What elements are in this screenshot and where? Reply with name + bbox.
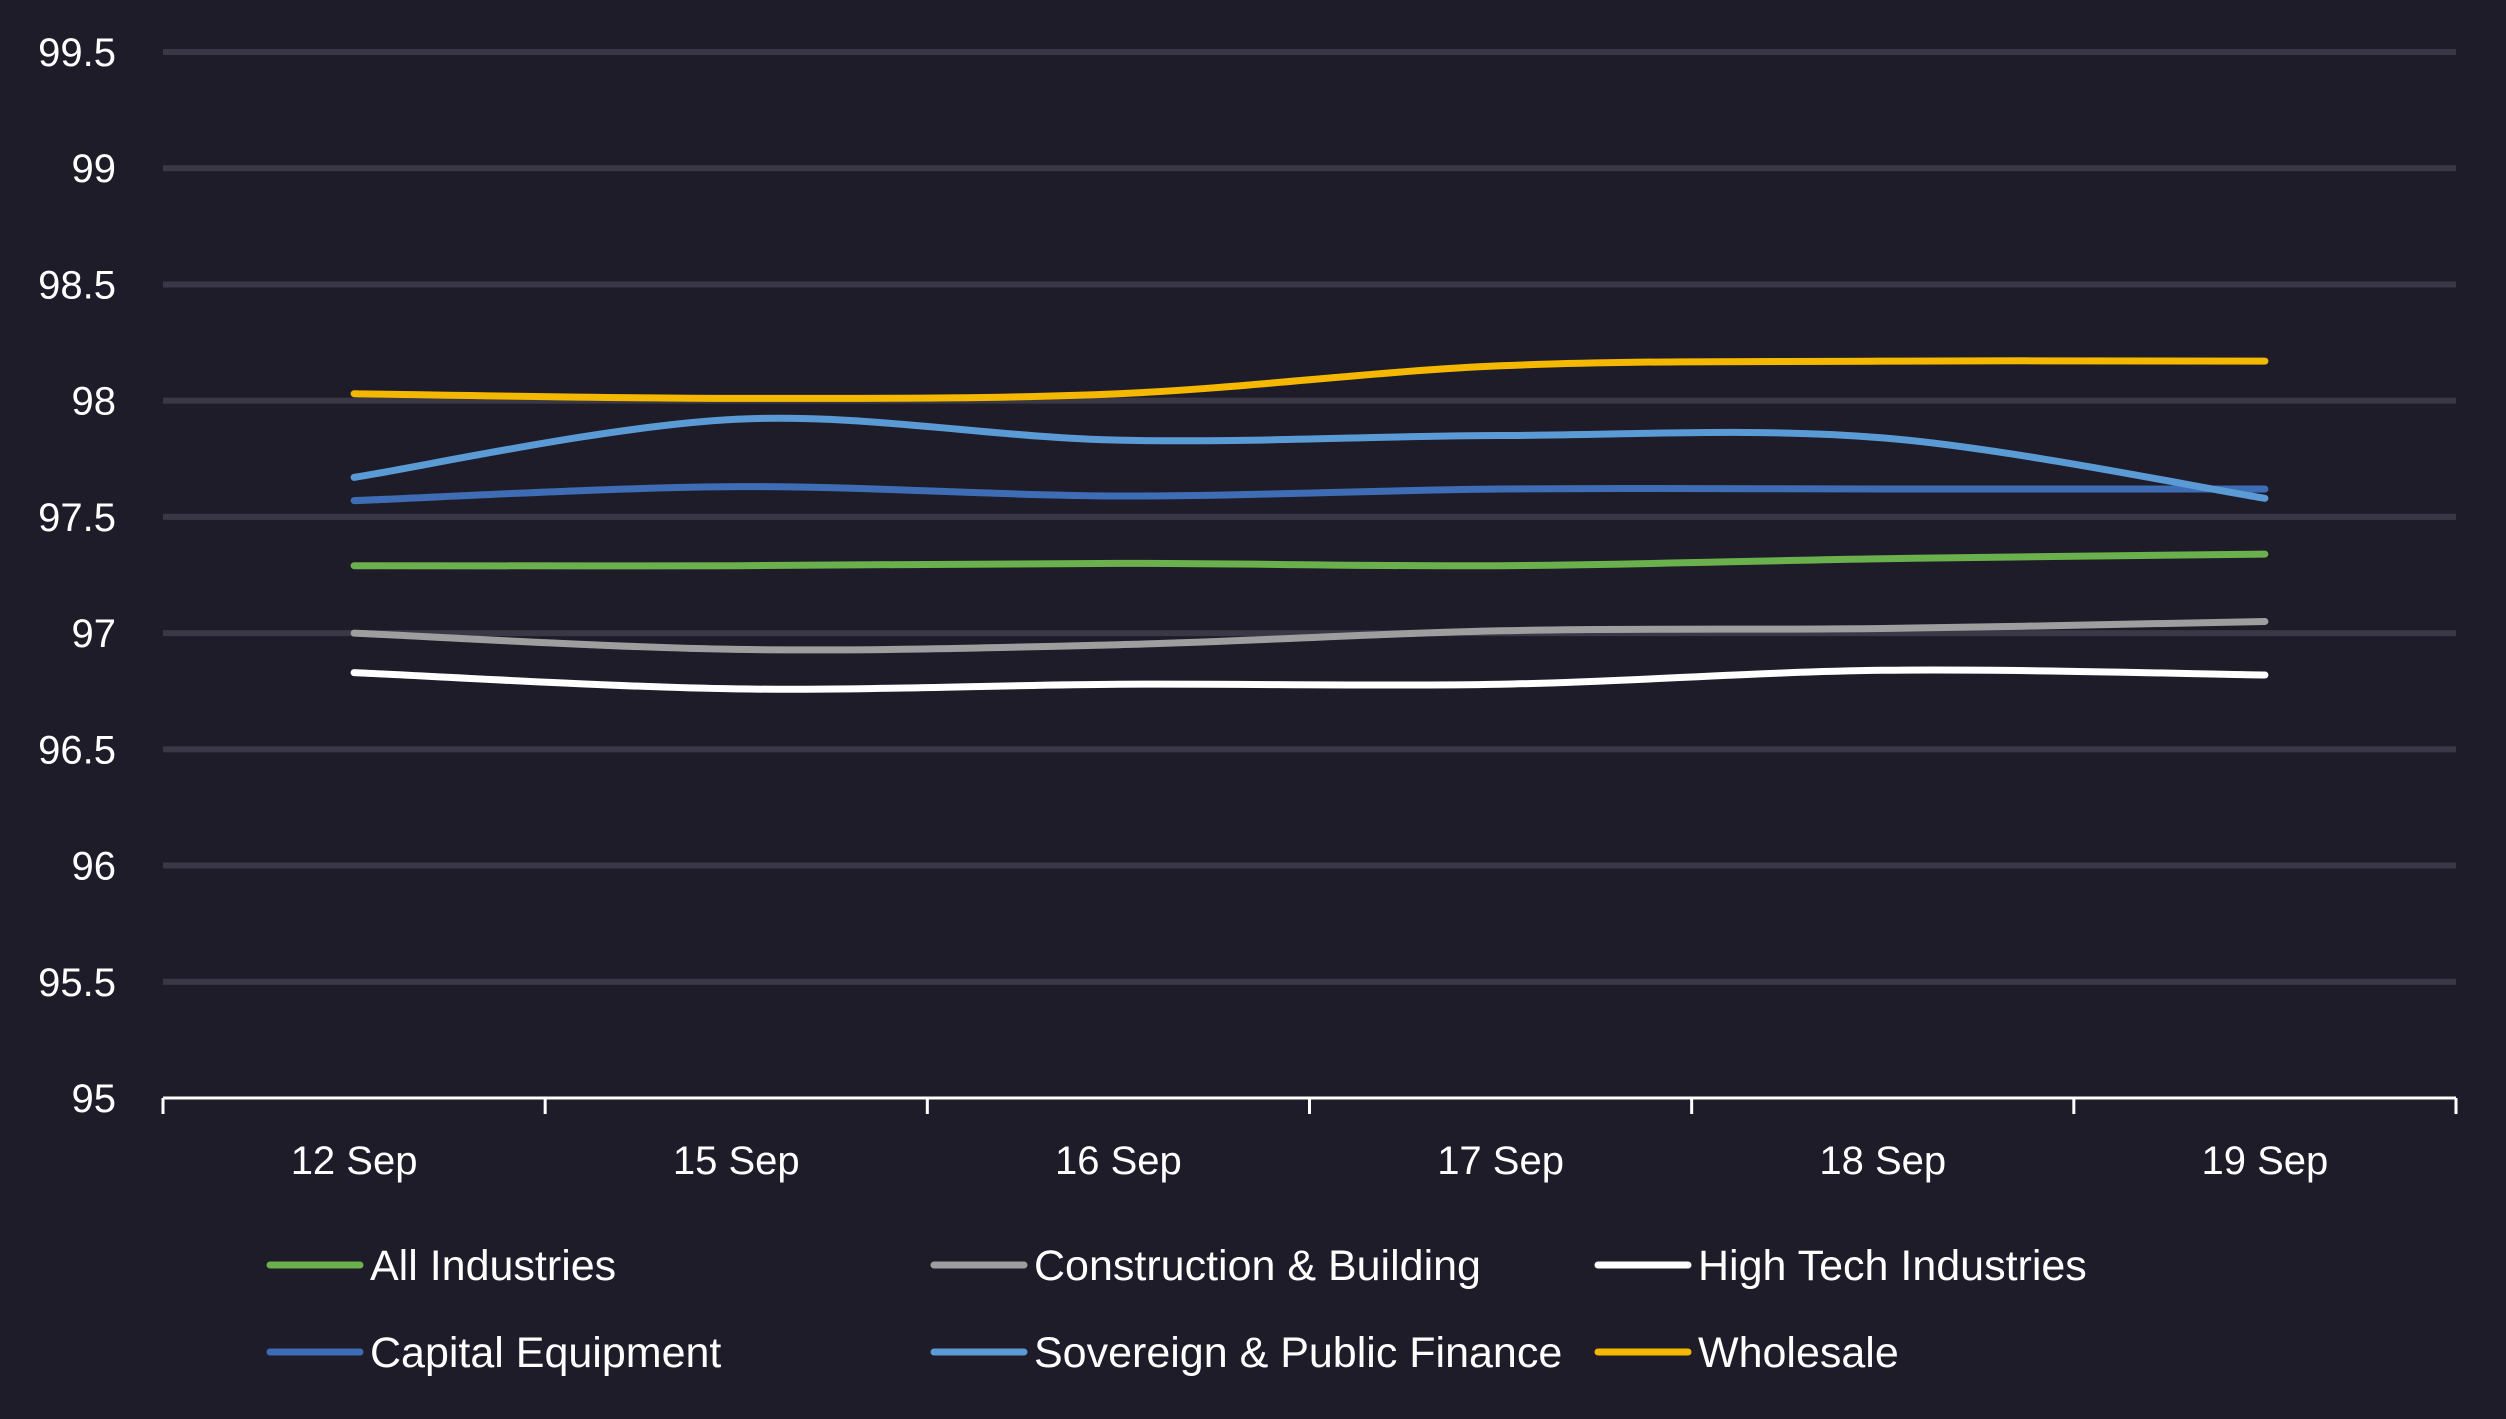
series-line-1	[350, 617, 2269, 654]
series-line-4	[350, 414, 2269, 502]
series-line-5	[350, 357, 2269, 402]
legend-label: Capital Equipment	[370, 1329, 721, 1377]
y-tick-label: 99	[72, 147, 117, 191]
series-lines	[350, 357, 2269, 693]
series-line-2	[350, 666, 2269, 693]
grid-lines	[163, 49, 2456, 985]
series-line-0	[350, 550, 2269, 570]
x-tick-label: 15 Sep	[673, 1139, 800, 1183]
y-tick-label: 97.5	[38, 496, 116, 540]
y-tick-label: 98.5	[38, 263, 116, 307]
x-tick-label: 19 Sep	[2202, 1139, 2329, 1183]
y-tick-label: 95	[72, 1077, 117, 1121]
y-tick-label: 97	[72, 612, 117, 656]
y-tick-label: 99.5	[38, 31, 116, 75]
x-tick-label: 17 Sep	[1437, 1139, 1564, 1183]
legend-label: Construction & Building	[1034, 1242, 1481, 1290]
x-tick-label: 12 Sep	[291, 1139, 418, 1183]
y-tick-label: 96	[72, 845, 117, 889]
y-axis: 95 95.5 96 96.5 97 97.5 98 98.5 99 99.5	[38, 31, 116, 1121]
legend-label: Sovereign & Public Finance	[1034, 1329, 1562, 1377]
series-line-3	[350, 483, 2269, 505]
legend: All Industries Construction & Building Hig…	[266, 1242, 2087, 1377]
x-axis: 12 Sep 15 Sep 16 Sep 17 Sep 18 Sep 19 Sep	[161, 1096, 2458, 1183]
legend-label: Wholesale	[1698, 1329, 1899, 1377]
y-tick-label: 98	[72, 380, 117, 424]
legend-label: All Industries	[370, 1242, 616, 1290]
x-tick-label: 16 Sep	[1055, 1139, 1182, 1183]
x-tick-label: 18 Sep	[1819, 1139, 1946, 1183]
legend-label: High Tech Industries	[1698, 1242, 2087, 1290]
y-tick-label: 95.5	[38, 961, 116, 1005]
y-tick-label: 96.5	[38, 728, 116, 772]
